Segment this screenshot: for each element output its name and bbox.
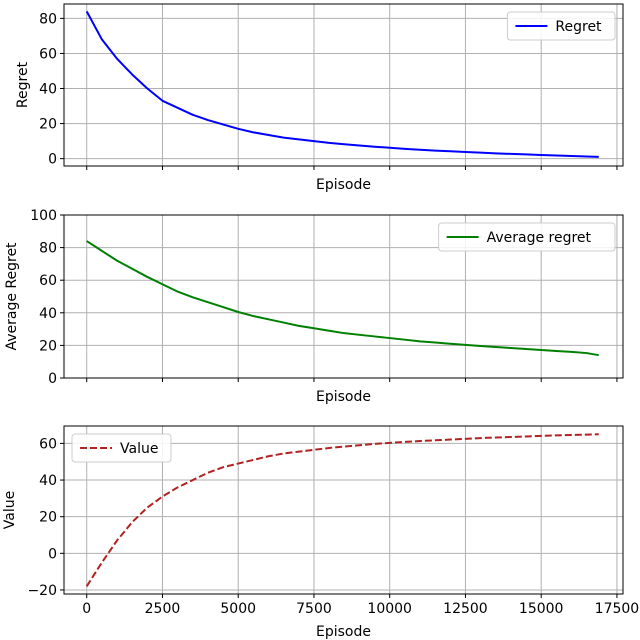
- y-tick-label: 100: [30, 208, 57, 224]
- y-axis-label: Value: [2, 491, 18, 529]
- y-tick-label: 0: [48, 152, 57, 168]
- x-axis-label: Episode: [316, 389, 371, 405]
- x-tick-label: 17500: [595, 601, 640, 617]
- x-tick-label: 15000: [519, 601, 564, 617]
- y-tick-label: 40: [39, 82, 57, 98]
- y-tick-label: 0: [48, 546, 57, 562]
- legend: Value: [71, 433, 172, 463]
- axes-frame: [63, 3, 624, 167]
- x-tick-label: 5000: [220, 601, 256, 617]
- y-tick-label: 0: [48, 371, 57, 387]
- y-axis-label: Average Regret: [4, 242, 20, 351]
- y-tick-label: 20: [39, 117, 57, 133]
- x-axis-label: Episode: [316, 177, 371, 193]
- axes-frame: [63, 425, 624, 595]
- y-tick-label: 60: [39, 46, 57, 62]
- y-tick-label: 40: [39, 306, 57, 322]
- x-axis-label: Episode: [316, 624, 371, 640]
- x-tick-label: 7500: [296, 601, 332, 617]
- chart-panel-2: 0 20 40 60 80 100 Episode Average Regret Average…: [4, 208, 624, 405]
- y-tick-label: 60: [39, 273, 57, 289]
- y-tick-label: 40: [39, 473, 57, 489]
- series-line-1: [86, 240, 599, 357]
- series-line-1: [85, 10, 599, 158]
- y-axis-label: Regret: [15, 61, 31, 108]
- y-tick-label: 80: [39, 241, 57, 257]
- chart-panel-3: 0 2500 5000 7500 10000 12500 15000 17500 −20 0 20 4…: [2, 425, 640, 640]
- legend-box: [438, 222, 616, 252]
- legend-box: [506, 11, 616, 41]
- y-tick-label: 60: [39, 436, 57, 452]
- x-tick-label: 12500: [443, 601, 488, 617]
- series-line-1: [85, 433, 599, 587]
- legend-label: Regret: [555, 19, 602, 35]
- y-tick-label: 20: [39, 338, 57, 354]
- chart-panel-1: 0 20 40 60 80 Episode Regret Regret: [15, 3, 624, 193]
- axes-frame: [63, 214, 624, 379]
- legend: Average regret: [438, 222, 616, 252]
- legend-box: [71, 433, 172, 463]
- y-tick-label: 80: [39, 11, 57, 27]
- y-tick-label: 20: [39, 510, 57, 526]
- legend: Regret: [506, 11, 616, 41]
- x-tick-label: 2500: [145, 601, 181, 617]
- x-tick-label: 0: [82, 601, 91, 617]
- legend-label: Average regret: [487, 230, 592, 246]
- y-tick-label: −20: [27, 583, 57, 599]
- x-tick-label: 10000: [367, 601, 412, 617]
- legend-label: Value: [120, 441, 158, 457]
